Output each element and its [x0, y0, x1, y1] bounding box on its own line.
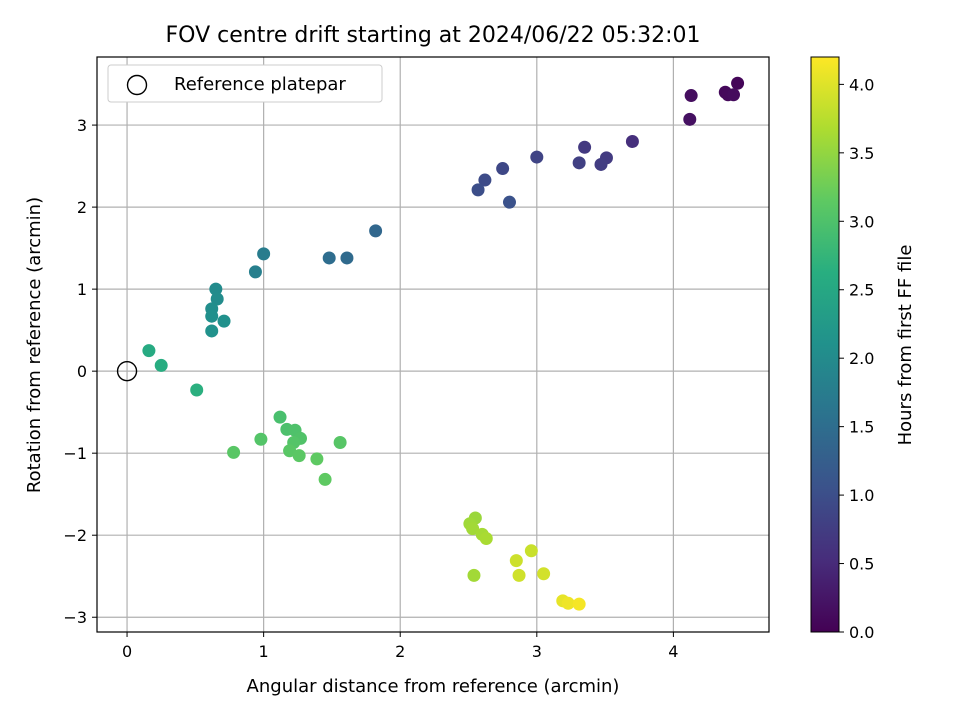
data-point — [572, 597, 586, 611]
colorbar: 0.0 0.5 1.0 1.5 2.0 2.5 3.0 3.5 4.0 Hours from f… — [810, 56, 916, 642]
data-point — [530, 150, 544, 164]
data-point — [625, 134, 639, 148]
colorbar-label: Hours from first FF file — [895, 245, 916, 446]
data-point — [684, 89, 698, 103]
data-point — [205, 309, 219, 323]
colorbar-tick-label: 0.0 — [849, 623, 874, 642]
data-point — [509, 554, 523, 568]
data-point — [466, 522, 480, 536]
plot-frame — [96, 56, 770, 633]
data-point — [561, 596, 575, 610]
data-point — [524, 544, 538, 558]
data-point — [142, 344, 156, 358]
x-axis-label: Angular distance from reference (arcmin) — [247, 676, 620, 697]
colorbar-tick-label: 2.5 — [849, 281, 874, 300]
data-point — [292, 449, 306, 463]
colorbar-tick-label: 3.0 — [849, 212, 874, 231]
x-tick-label: 0 — [122, 642, 132, 661]
colorbar-tick-label: 2.0 — [849, 349, 874, 368]
colorbar-tick-label: 3.5 — [849, 144, 874, 163]
data-point — [248, 265, 262, 279]
colorbar-tick-label: 1.0 — [849, 486, 874, 505]
data-points — [116, 76, 745, 611]
y-tick-label: 2 — [77, 198, 87, 217]
data-point — [496, 162, 510, 176]
colorbar-ticks: 0.0 0.5 1.0 1.5 2.0 2.5 3.0 3.5 4.0 — [839, 75, 874, 642]
x-tick-label: 2 — [395, 642, 405, 661]
reference-platepar-marker — [116, 360, 138, 382]
data-point — [210, 292, 224, 306]
y-axis-ticks: −3 −2 −1 0 1 2 3 — [63, 116, 97, 627]
grid — [97, 57, 769, 632]
data-point — [731, 76, 745, 90]
data-point — [572, 156, 586, 170]
legend: Reference platepar — [107, 64, 383, 103]
y-axis-label: Rotation from reference (arcmin) — [24, 197, 45, 493]
y-tick-label: −1 — [63, 444, 87, 463]
colorbar-gradient — [810, 56, 840, 633]
data-point — [310, 452, 324, 466]
colorbar-tick-label: 4.0 — [849, 75, 874, 94]
data-point — [190, 383, 204, 397]
data-point — [512, 568, 526, 582]
data-point — [478, 173, 492, 187]
y-tick-label: −2 — [63, 526, 87, 545]
y-tick-label: 3 — [77, 116, 87, 135]
data-point — [369, 224, 383, 238]
x-tick-label: 1 — [259, 642, 269, 661]
data-point — [217, 314, 231, 328]
data-point — [318, 472, 332, 486]
data-point — [467, 568, 481, 582]
data-point — [227, 445, 241, 459]
legend-label-reference: Reference platepar — [174, 74, 346, 95]
chart-title: FOV centre drift starting at 2024/06/22 … — [166, 23, 701, 48]
data-point — [322, 251, 336, 265]
data-point — [471, 183, 485, 197]
colorbar-tick-label: 0.5 — [849, 555, 874, 574]
data-point — [578, 140, 592, 154]
data-point — [209, 282, 223, 296]
x-tick-label: 4 — [668, 642, 678, 661]
legend-box — [107, 64, 383, 103]
data-point — [154, 358, 168, 372]
data-point — [254, 432, 268, 446]
data-point — [333, 436, 347, 450]
x-tick-label: 3 — [532, 642, 542, 661]
data-point — [283, 444, 297, 458]
x-axis-ticks: 0 1 2 3 4 — [122, 632, 678, 661]
data-point — [273, 410, 287, 424]
data-point — [594, 157, 608, 171]
data-point — [726, 88, 740, 102]
data-point — [502, 195, 516, 209]
data-point — [257, 247, 271, 261]
legend-marker-reference — [126, 74, 148, 96]
y-tick-label: −3 — [63, 608, 87, 627]
data-point — [205, 324, 219, 338]
y-tick-label: 1 — [77, 280, 87, 299]
data-point — [537, 567, 551, 581]
data-point — [683, 112, 697, 126]
y-tick-label: 0 — [77, 362, 87, 381]
data-point — [340, 251, 354, 265]
data-point — [479, 531, 493, 545]
colorbar-tick-label: 1.5 — [849, 418, 874, 437]
